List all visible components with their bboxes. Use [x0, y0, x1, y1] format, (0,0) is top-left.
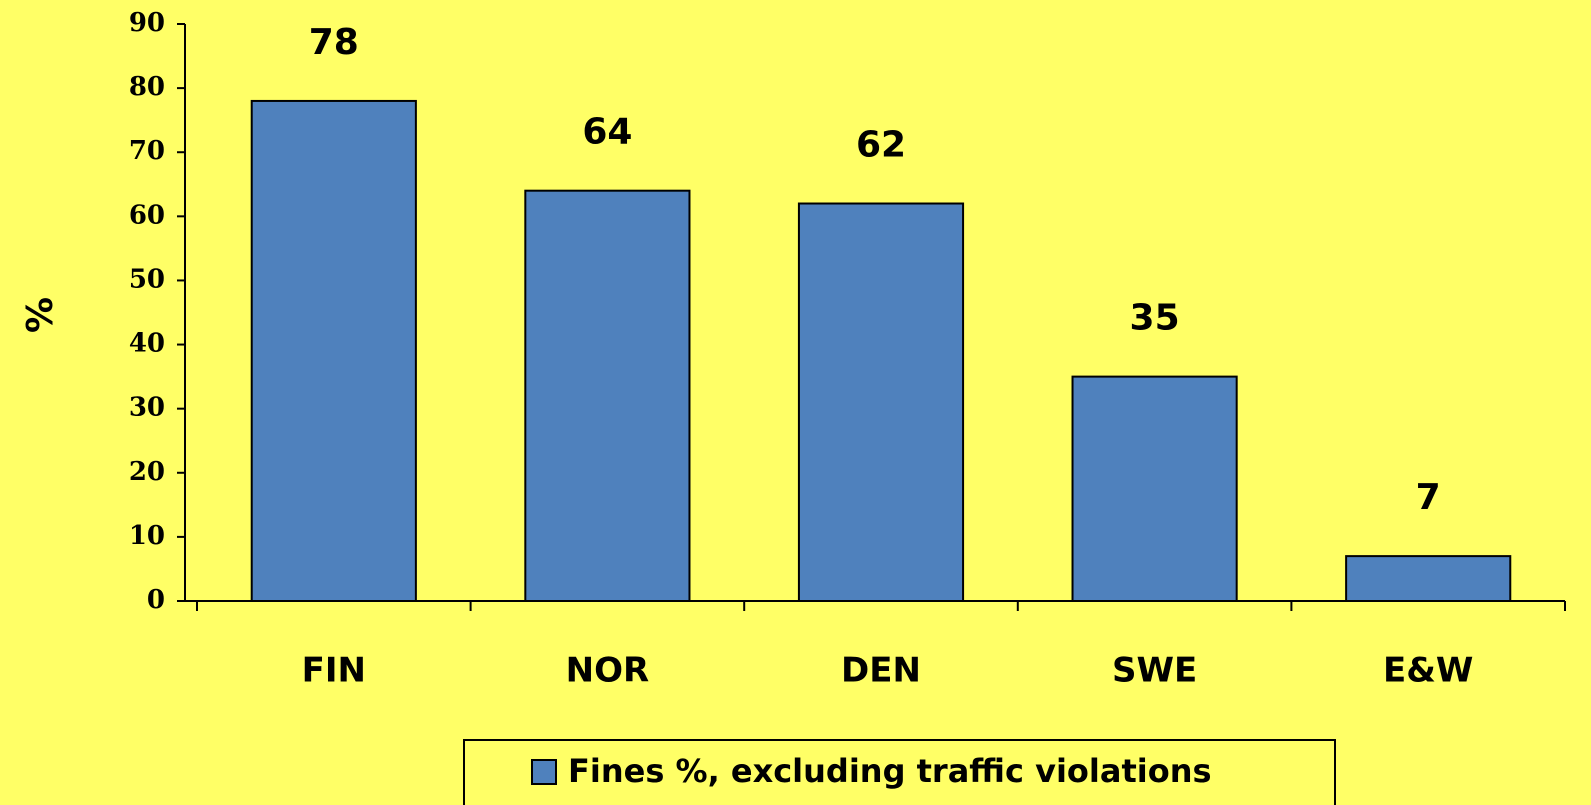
y-tick-label: 90 — [129, 8, 165, 38]
data-label: 78 — [309, 22, 359, 63]
data-label: 64 — [582, 112, 632, 153]
data-label: 7 — [1416, 477, 1441, 518]
y-tick-label: 80 — [129, 72, 165, 102]
x-tick-label: FIN — [302, 651, 366, 691]
y-tick-label: 60 — [129, 200, 165, 230]
legend-label: Fines %, excluding traffic violations — [568, 752, 1212, 790]
bar — [797, 202, 965, 602]
x-tick-label: SWE — [1112, 651, 1197, 691]
bar — [1345, 555, 1512, 602]
x-tick-label: E&W — [1383, 651, 1473, 691]
bar — [250, 99, 417, 603]
bar — [1071, 375, 1238, 602]
bar — [524, 189, 691, 602]
legend-box — [463, 739, 1336, 805]
x-tick-label: DEN — [841, 651, 921, 691]
y-tick-label: 0 — [147, 585, 165, 615]
legend-swatch — [531, 759, 557, 785]
data-label: 62 — [856, 125, 906, 166]
y-tick-label: 20 — [129, 457, 165, 487]
y-axis-label: % — [20, 297, 61, 333]
y-tick-label: 10 — [129, 521, 165, 551]
x-tick-label: NOR — [566, 651, 650, 691]
y-tick-label: 50 — [129, 264, 165, 294]
data-label: 35 — [1130, 298, 1180, 339]
y-tick-label: 40 — [129, 329, 165, 359]
y-tick-label: 70 — [129, 136, 165, 166]
y-tick-label: 30 — [129, 393, 165, 423]
